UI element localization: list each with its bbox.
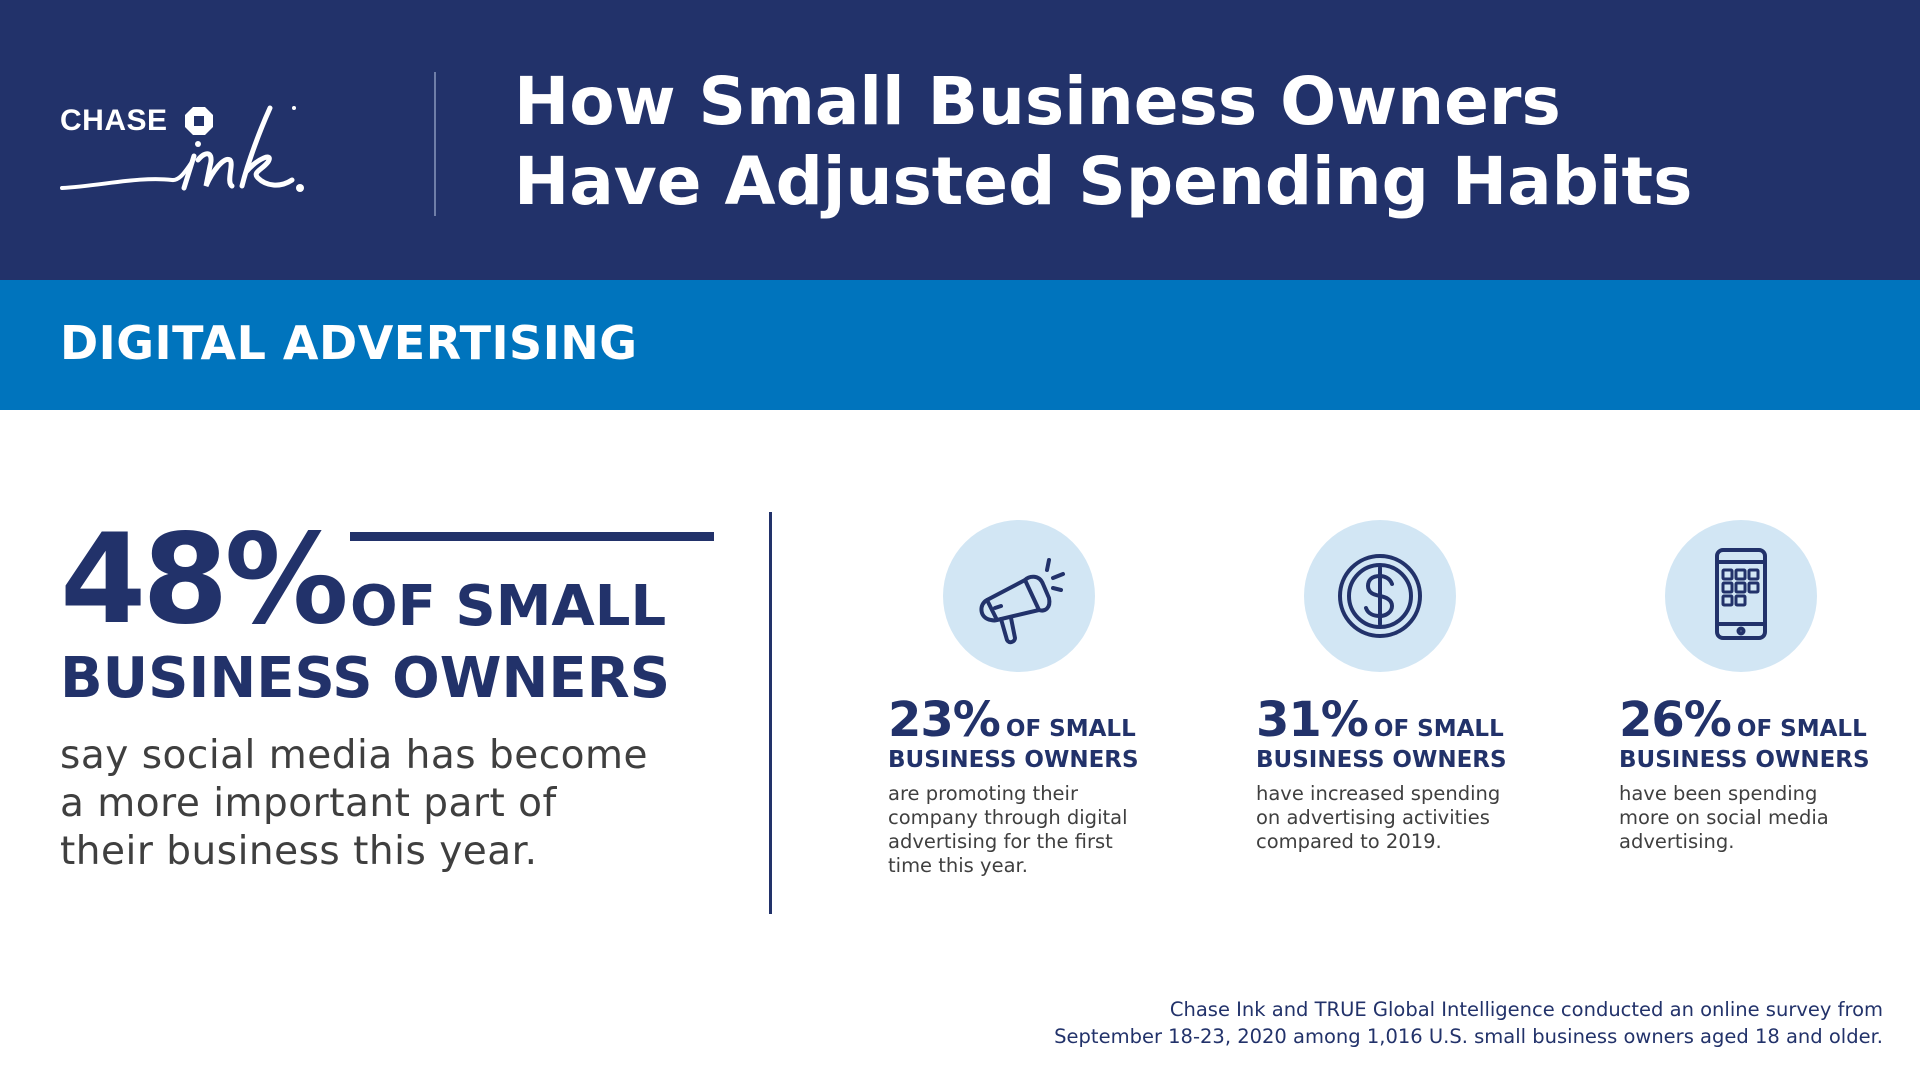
stat-2-description: have increased spending on advertising a…	[1256, 782, 1556, 854]
brand-name: CHASE	[60, 104, 168, 137]
stat-1-desc-line-1: are promoting their	[888, 782, 1078, 805]
stat-2-of-label: OF SMALL	[1373, 716, 1504, 742]
main-stat-owners-label: BUSINESS OWNERS	[60, 646, 671, 711]
smartphone-icon	[1665, 520, 1817, 672]
stat-3-desc-line-1: have been spending	[1619, 782, 1818, 805]
stat-1-percent-row: 23% OF SMALL	[888, 694, 1136, 755]
stat-1-desc-line-3: advertising for the first	[888, 830, 1113, 853]
main-desc-line-3: their business this year.	[60, 829, 538, 874]
ink-script-icon	[60, 105, 304, 192]
chase-octagon-icon	[185, 107, 213, 135]
stat-1-desc-line-4: time this year.	[888, 854, 1028, 877]
stat-2-desc-line-3: compared to 2019.	[1256, 830, 1442, 853]
section-band: DIGITAL ADVERTISING	[0, 280, 1920, 410]
megaphone-icon	[943, 520, 1095, 672]
main-stat-description: say social media has become a more impor…	[60, 732, 680, 876]
stat-2-desc-line-2: on advertising activities	[1256, 806, 1490, 829]
header: CHASE How Small Business Owners Have Adj…	[0, 0, 1920, 280]
footnote-line-1: Chase Ink and TRUE Global Intelligence c…	[1169, 998, 1883, 1021]
main-stat-percent: 48%	[60, 508, 349, 652]
stat-3-owners-label: BUSINESS OWNERS	[1619, 747, 1870, 773]
stat-3-percent-row: 26% OF SMALL	[1619, 694, 1867, 755]
main-desc-line-1: say social media has become	[60, 733, 649, 778]
main-stat-rule	[350, 532, 714, 541]
stat-1-desc-line-2: company through digital	[888, 806, 1128, 829]
section-divider	[769, 512, 772, 914]
stat-1-of-label: OF SMALL	[1005, 716, 1136, 742]
stat-2-percent-row: 31% OF SMALL	[1256, 694, 1504, 755]
page-title: How Small Business Owners Have Adjusted …	[514, 62, 1814, 222]
dollar-coin-icon	[1304, 520, 1456, 672]
stat-3-desc-line-2: more on social media	[1619, 806, 1829, 829]
title-line-1: How Small Business Owners	[514, 63, 1561, 140]
stat-1-owners-label: BUSINESS OWNERS	[888, 747, 1139, 773]
stat-2-desc-line-1: have increased spending	[1256, 782, 1501, 805]
section-title: DIGITAL ADVERTISING	[60, 316, 638, 370]
stat-3-percent: 26%	[1619, 692, 1732, 748]
stat-3-of-label: OF SMALL	[1736, 716, 1867, 742]
main-stat-of-label: OF SMALL	[350, 574, 667, 639]
survey-footnote: Chase Ink and TRUE Global Intelligence c…	[983, 996, 1883, 1050]
stat-3-description: have been spending more on social media …	[1619, 782, 1919, 854]
title-line-2: Have Adjusted Spending Habits	[514, 143, 1693, 220]
stat-1-percent: 23%	[888, 692, 1001, 748]
stat-3-desc-line-3: advertising.	[1619, 830, 1735, 853]
stat-2-owners-label: BUSINESS OWNERS	[1256, 747, 1507, 773]
footnote-line-2: September 18-23, 2020 among 1,016 U.S. s…	[1054, 1025, 1883, 1048]
stat-1-description: are promoting their company through digi…	[888, 782, 1188, 878]
chase-ink-logo: CHASE	[60, 100, 360, 210]
stat-2-percent: 31%	[1256, 692, 1369, 748]
header-divider	[434, 72, 436, 216]
main-desc-line-2: a more important part of	[60, 781, 557, 826]
